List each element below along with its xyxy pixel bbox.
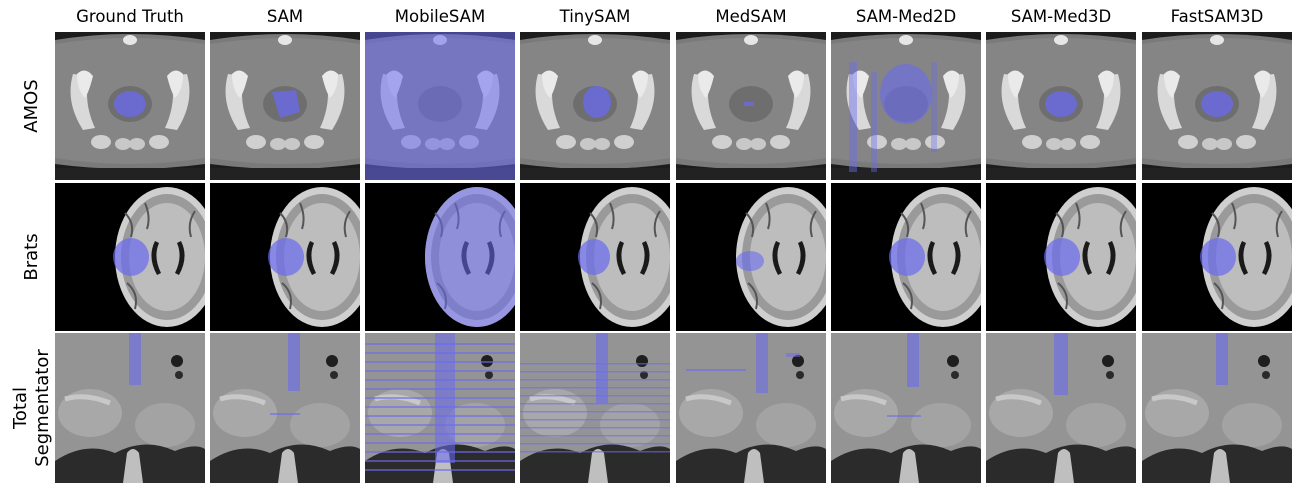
segmentation-image bbox=[676, 333, 826, 483]
panel-amos-medsam bbox=[676, 32, 826, 180]
column-header-sam-med3d: SAM-Med3D bbox=[1010, 7, 1112, 26]
panel-total-segmentator-fastsam3d bbox=[1142, 333, 1292, 483]
segmentation-image bbox=[831, 183, 981, 331]
segmentation-image bbox=[1142, 32, 1292, 180]
column-header-tinysam: TinySAM bbox=[559, 7, 631, 26]
segmentation-image bbox=[55, 333, 205, 483]
segmentation-image bbox=[55, 183, 205, 331]
segmentation-image bbox=[831, 32, 981, 180]
panel-amos-sam-med2d bbox=[831, 32, 981, 180]
column-header-sam-med2d: SAM-Med2D bbox=[855, 7, 957, 26]
segmentation-image bbox=[210, 333, 360, 483]
panel-amos-ground-truth bbox=[55, 32, 205, 180]
segmentation-image bbox=[676, 32, 826, 180]
panel-amos-mobilesam bbox=[365, 32, 515, 180]
segmentation-image bbox=[986, 333, 1136, 483]
panel-total-segmentator-mobilesam bbox=[365, 333, 515, 483]
segmentation-image bbox=[520, 183, 670, 331]
panel-amos-sam-med3d bbox=[986, 32, 1136, 180]
segmentation-image bbox=[55, 32, 205, 180]
segmentation-image bbox=[986, 183, 1136, 331]
panel-brats-sam-med2d bbox=[831, 183, 981, 331]
panel-total-segmentator-medsam bbox=[676, 333, 826, 483]
segmentation-image bbox=[520, 333, 670, 483]
panel-total-segmentator-ground-truth bbox=[55, 333, 205, 483]
segmentation-image bbox=[831, 333, 981, 483]
segmentation-image bbox=[1142, 183, 1292, 331]
segmentation-image bbox=[210, 32, 360, 180]
column-header-fastsam3d: FastSAM3D bbox=[1170, 7, 1264, 26]
panel-amos-fastsam3d bbox=[1142, 32, 1292, 180]
column-header-ground-truth: Ground Truth bbox=[76, 7, 184, 26]
panel-amos-tinysam bbox=[520, 32, 670, 180]
panel-total-segmentator-sam-med3d bbox=[986, 333, 1136, 483]
panel-brats-fastsam3d bbox=[1142, 183, 1292, 331]
segmentation-image bbox=[365, 333, 515, 483]
segmentation-image bbox=[520, 32, 670, 180]
segmentation-image bbox=[1142, 333, 1292, 483]
row-label-total-segmentator: Total Segmentator bbox=[10, 349, 53, 467]
panel-total-segmentator-tinysam bbox=[520, 333, 670, 483]
row-label-brats: Brats bbox=[21, 233, 42, 281]
column-header-medsam: MedSAM bbox=[715, 7, 787, 26]
row-label-amos: AMOS bbox=[21, 79, 42, 133]
panel-brats-sam bbox=[210, 183, 360, 331]
column-header-sam: SAM bbox=[266, 7, 304, 26]
panel-brats-tinysam bbox=[520, 183, 670, 331]
segmentation-image bbox=[676, 183, 826, 331]
panel-brats-sam-med3d bbox=[986, 183, 1136, 331]
panel-amos-sam bbox=[210, 32, 360, 180]
segmentation-image bbox=[210, 183, 360, 331]
panel-brats-medsam bbox=[676, 183, 826, 331]
segmentation-image bbox=[365, 183, 515, 331]
panel-brats-ground-truth bbox=[55, 183, 205, 331]
panel-brats-mobilesam bbox=[365, 183, 515, 331]
panel-total-segmentator-sam-med2d bbox=[831, 333, 981, 483]
panel-total-segmentator-sam bbox=[210, 333, 360, 483]
segmentation-image bbox=[365, 32, 515, 180]
segmentation-image bbox=[986, 32, 1136, 180]
column-header-mobilesam: MobileSAM bbox=[394, 7, 486, 26]
